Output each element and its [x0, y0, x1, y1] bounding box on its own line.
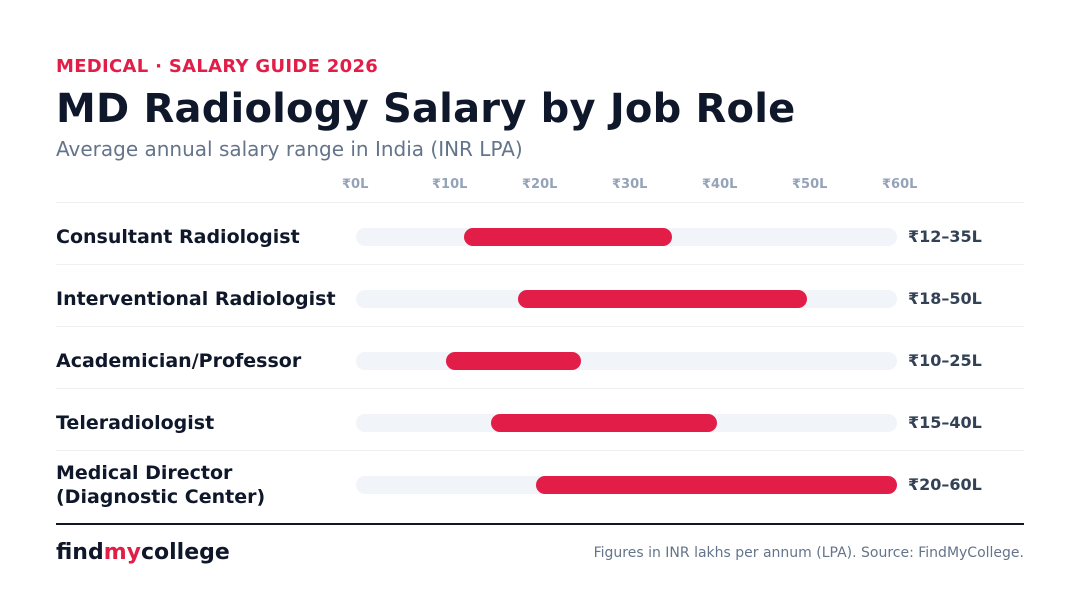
- brand-prefix: find: [56, 540, 104, 565]
- bar-track: [356, 352, 897, 370]
- brand-suffix: college: [140, 540, 230, 565]
- source-note: Figures in INR lakhs per annum (LPA). So…: [593, 545, 1024, 561]
- x-tick-label: ₹50L: [792, 177, 828, 192]
- range-value-label: ₹10–25L: [908, 351, 982, 370]
- row-divider: [56, 326, 1024, 327]
- page-subtitle: Average annual salary range in India (IN…: [56, 137, 523, 161]
- x-tick-label: ₹10L: [432, 177, 468, 192]
- row-label: Consultant Radiologist: [56, 226, 300, 248]
- page-title: MD Radiology Salary by Job Role: [56, 86, 796, 132]
- salary-range-bar: [464, 228, 672, 246]
- footer-divider: [56, 523, 1024, 525]
- x-tick-label: ₹30L: [612, 177, 648, 192]
- row-label: Academician/Professor: [56, 350, 302, 372]
- row-divider: [56, 264, 1024, 265]
- brand-logo: findmycollege: [56, 540, 230, 565]
- salary-range-bar: [536, 476, 897, 494]
- x-tick-label: ₹20L: [522, 177, 558, 192]
- salary-range-bar: [446, 352, 582, 370]
- row-divider: [56, 450, 1024, 451]
- salary-range-bar: [518, 290, 807, 308]
- salary-range-bar: [491, 414, 717, 432]
- range-value-label: ₹18–50L: [908, 289, 982, 308]
- x-tick-label: ₹60L: [882, 177, 918, 192]
- range-value-label: ₹20–60L: [908, 475, 982, 494]
- range-value-label: ₹12–35L: [908, 227, 982, 246]
- row-divider: [56, 388, 1024, 389]
- row-label: Interventional Radiologist: [56, 288, 336, 310]
- row-label: Teleradiologist: [56, 412, 215, 434]
- eyebrow-label: MEDICAL · SALARY GUIDE 2026: [56, 56, 379, 77]
- row-divider: [56, 202, 1024, 203]
- range-value-label: ₹15–40L: [908, 413, 982, 432]
- row-label: Medical Director (Diagnostic Center): [56, 462, 266, 508]
- x-tick-label: ₹40L: [702, 177, 738, 192]
- brand-accent: my: [103, 540, 141, 565]
- x-tick-label: ₹0L: [342, 177, 369, 192]
